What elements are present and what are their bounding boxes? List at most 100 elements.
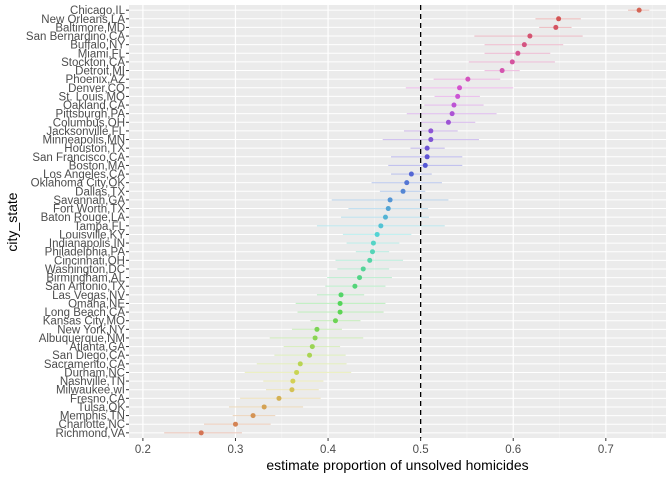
y-tick-label: Washington,DC bbox=[45, 264, 125, 276]
data-point bbox=[428, 128, 434, 134]
grid-layer bbox=[129, 5, 666, 438]
y-tick-label: Stockton,CA bbox=[61, 57, 125, 69]
y-tick-label: Denver,CO bbox=[68, 83, 125, 95]
y-tick-label: Detroit,MI bbox=[75, 66, 125, 78]
data-point bbox=[250, 413, 256, 419]
data-point bbox=[422, 162, 428, 168]
y-tick-label: Philadelphia,PA bbox=[45, 247, 126, 259]
y-tick-label: Tampa,FL bbox=[74, 221, 126, 233]
y-tick-label: New York,NY bbox=[57, 324, 125, 336]
data-point bbox=[449, 111, 455, 117]
x-tick-label: 0.5 bbox=[413, 444, 429, 456]
y-tick-label: Baton Rouge,LA bbox=[41, 212, 126, 224]
data-point bbox=[556, 16, 562, 22]
data-point bbox=[408, 171, 414, 177]
data-point bbox=[509, 59, 515, 65]
y-tick-label: Durham,NC bbox=[64, 367, 125, 379]
data-point bbox=[445, 119, 451, 125]
y-tick-label: San Antonio,TX bbox=[45, 281, 125, 293]
data-point bbox=[400, 188, 406, 194]
data-point bbox=[307, 352, 313, 358]
plot-panel bbox=[129, 5, 666, 438]
data-point bbox=[404, 180, 410, 186]
y-tick-label: Sacramento,CA bbox=[44, 359, 126, 371]
y-tick-label: Milwaukee,wI bbox=[56, 385, 125, 397]
y-tick-label: San Diego,CA bbox=[52, 350, 125, 362]
y-tick-label: St. Louis,MO bbox=[59, 91, 126, 103]
y-tick-label: Houston,TX bbox=[64, 143, 125, 155]
data-point bbox=[374, 231, 380, 237]
y-axis-title: city_state bbox=[4, 192, 20, 251]
data-point bbox=[290, 378, 296, 384]
y-tick-label: New Orleans,LA bbox=[41, 14, 125, 26]
y-tick-label: Birmingham,AL bbox=[46, 273, 125, 285]
data-point bbox=[451, 102, 457, 108]
x-axis-title: estimate proportion of unsolved homicide… bbox=[266, 457, 528, 473]
y-tick-label: Charlotte,NC bbox=[59, 419, 125, 431]
y-tick-label: Jacksonville,FL bbox=[46, 126, 125, 138]
y-tick-label: Minneapolis,MN bbox=[43, 135, 125, 147]
data-point bbox=[352, 283, 358, 289]
y-tick-label: Las Vegas,NV bbox=[52, 290, 125, 302]
y-tick-label: Oklahoma City,OK bbox=[31, 178, 126, 190]
x-tick-label: 0.3 bbox=[227, 444, 243, 456]
data-point bbox=[527, 33, 533, 39]
point-layer bbox=[198, 7, 642, 436]
y-tick-label: Columbus,OH bbox=[53, 117, 125, 129]
data-point bbox=[337, 300, 343, 306]
data-point bbox=[370, 249, 376, 255]
y-tick-label: Dallas,TX bbox=[75, 186, 125, 198]
data-point bbox=[521, 42, 527, 48]
x-tick-labels: 0.2 0.3 0.4 0.5 0.6 0.7 bbox=[135, 438, 614, 456]
y-tick-label: Nashville,TN bbox=[60, 376, 125, 388]
data-point bbox=[465, 76, 471, 82]
y-tick-label: Indianapolis,IN bbox=[49, 238, 125, 250]
data-point bbox=[289, 387, 295, 393]
data-point bbox=[338, 292, 344, 298]
y-tick-label: Memphis,TN bbox=[60, 411, 125, 423]
data-point bbox=[198, 430, 204, 436]
data-point bbox=[382, 214, 388, 220]
x-tick-label: 0.2 bbox=[135, 444, 151, 456]
y-tick-label: Oakland,CA bbox=[63, 100, 125, 112]
y-tick-label: Chicago,IL bbox=[70, 5, 126, 17]
y-tick-label: Richmond,VA bbox=[56, 428, 126, 440]
x-tick-label: 0.4 bbox=[320, 444, 337, 456]
data-point bbox=[499, 68, 505, 74]
y-tick-label: Fort Worth,TX bbox=[53, 204, 125, 216]
data-point bbox=[378, 223, 384, 229]
data-point bbox=[357, 275, 363, 281]
y-tick-label: Long Beach,CA bbox=[44, 307, 125, 319]
x-tick-label: 0.6 bbox=[505, 444, 521, 456]
y-tick-label: Boston,MA bbox=[69, 160, 126, 172]
data-point bbox=[455, 93, 461, 99]
data-point bbox=[428, 137, 434, 143]
data-point bbox=[360, 266, 366, 272]
y-tick-label: Pittsburgh,PA bbox=[56, 109, 126, 121]
data-point bbox=[276, 395, 282, 401]
y-tick-label: Fresno,CA bbox=[70, 393, 125, 405]
y-tick-label: Miami,FL bbox=[78, 48, 126, 60]
data-point bbox=[424, 154, 430, 160]
data-point bbox=[314, 326, 320, 332]
data-point bbox=[370, 240, 376, 246]
data-point bbox=[457, 85, 463, 91]
y-tick-label: Atlanta,GA bbox=[69, 342, 125, 354]
y-tick-label: Los Angeles,CA bbox=[43, 169, 125, 181]
data-point bbox=[309, 344, 315, 350]
y-tick-label: Cincinnati,OH bbox=[54, 255, 125, 267]
data-point bbox=[553, 24, 559, 30]
data-point bbox=[515, 50, 521, 56]
data-point bbox=[636, 7, 642, 13]
data-point bbox=[424, 145, 430, 151]
data-point bbox=[297, 361, 303, 367]
y-tick-label: Kansas City,MO bbox=[43, 316, 125, 328]
y-tick-label: San Francisco,CA bbox=[32, 152, 125, 164]
data-point bbox=[337, 309, 343, 315]
y-tick-label: Albuquerque,NM bbox=[39, 333, 125, 345]
x-tick-label: 0.7 bbox=[598, 444, 614, 456]
y-tick-label: San Bernardino,CA bbox=[26, 31, 125, 43]
